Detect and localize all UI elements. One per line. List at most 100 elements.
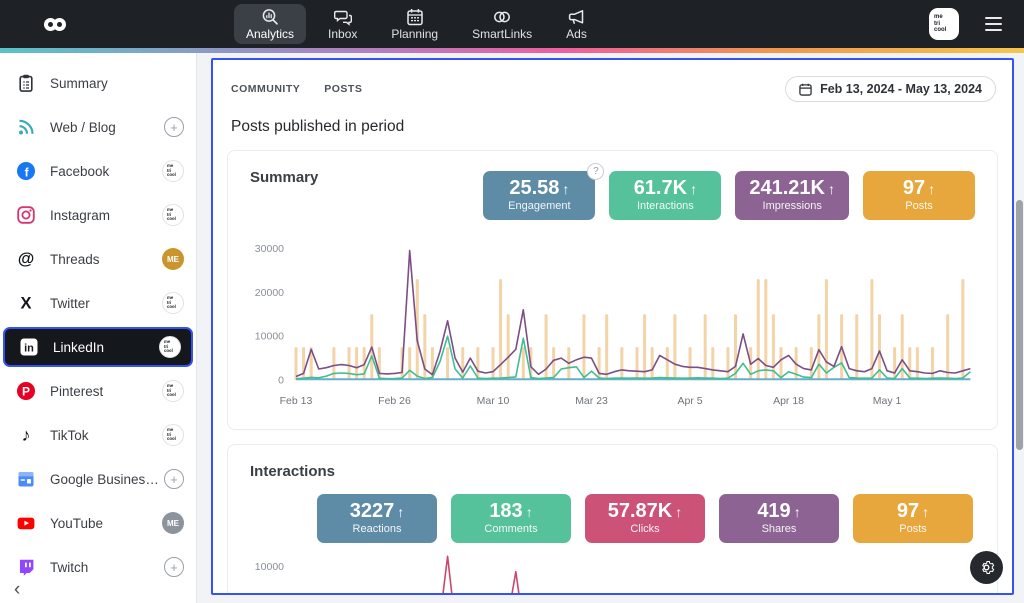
tiktok-icon: ♪ — [14, 423, 38, 447]
trend-up-arrow-icon: ↑ — [526, 504, 533, 520]
metric-value: 61.7K — [634, 177, 687, 199]
sidebar-item-pinterest[interactable]: PPinterestmetricool — [0, 369, 196, 413]
ads-megaphone-icon — [566, 7, 586, 26]
sidebar-item-summary[interactable]: Summary — [0, 61, 196, 105]
analytics-tabs: COMMUNITY POSTS — [231, 83, 362, 95]
sidebar-item-label: Twitter — [50, 296, 90, 311]
metric-card-impressions: 241.21K↑ Impressions — [735, 171, 849, 220]
sidebar-item-label: TikTok — [50, 428, 89, 443]
metricool-profile-badge: metricool — [162, 160, 184, 182]
metric-label: Shares — [733, 523, 825, 535]
youtube-icon — [14, 511, 38, 535]
sidebar-item-label: Threads — [50, 252, 100, 267]
summary-card: Summary 25.58↑Engagement?61.7K↑Interacti… — [227, 150, 998, 430]
vertical-scrollbar-thumb[interactable] — [1016, 200, 1023, 450]
nav-item-smartlinks[interactable]: SmartLinks — [460, 4, 544, 44]
sidebar-item-label: Summary — [50, 76, 108, 91]
metric-card-shares: 419↑Shares — [719, 494, 839, 543]
svg-text:Mar 23: Mar 23 — [575, 395, 608, 407]
sidebar-item-facebook[interactable]: f Facebook metricool — [0, 149, 196, 193]
metricool-account-badge[interactable]: metricool — [929, 8, 959, 40]
metric-label: Engagement — [497, 200, 581, 212]
sidebar-item-twitter[interactable]: X Twitter metricool — [0, 281, 196, 325]
svg-text:in: in — [24, 343, 34, 355]
interactions-heading: Interactions — [250, 463, 975, 480]
sidebar-item-label: Facebook — [50, 164, 109, 179]
date-range-picker[interactable]: Feb 13, 2024 - May 13, 2024 — [785, 76, 996, 102]
sidebar-item-instagram[interactable]: Instagrammetricool — [0, 193, 196, 237]
metric-value: 183 — [489, 500, 522, 522]
tab-community[interactable]: COMMUNITY — [231, 83, 300, 95]
nav-item-inbox[interactable]: Inbox — [316, 4, 369, 44]
svg-text:Feb 13: Feb 13 — [280, 395, 313, 407]
svg-text:10000: 10000 — [255, 331, 284, 343]
help-tooltip-icon[interactable]: ? — [587, 163, 604, 180]
metric-value: 25.58 — [509, 177, 559, 199]
sidebar-item-tiktok[interactable]: ♪TikTokmetricool — [0, 413, 196, 457]
trend-up-arrow-icon: ↑ — [828, 181, 835, 197]
metricool-profile-badge: metricool — [159, 336, 181, 358]
nav-item-analytics[interactable]: Analytics — [234, 4, 306, 44]
svg-text:Mar 10: Mar 10 — [477, 395, 510, 407]
metric-card-engagement: 25.58↑Engagement? — [483, 171, 595, 220]
tab-posts[interactable]: POSTS — [324, 83, 362, 95]
linkedin-icon: in — [17, 335, 41, 359]
sidebar-item-threads[interactable]: @ Threads ME — [0, 237, 196, 281]
summary-clipboard-icon — [14, 71, 38, 95]
web-blog-rss-icon — [14, 115, 38, 139]
metricool-infinity-logo[interactable] — [44, 18, 66, 31]
threads-icon: @ — [14, 247, 38, 271]
sidebar-item-youtube[interactable]: YouTubeME — [0, 501, 196, 545]
inbox-chat-icon — [333, 7, 353, 26]
facebook-icon: f — [14, 159, 38, 183]
trend-up-arrow-icon: ↑ — [675, 504, 682, 520]
topnav-right-controls: metricool — [929, 0, 1006, 48]
twitch-icon — [14, 555, 38, 579]
svg-text:Apr 5: Apr 5 — [677, 395, 702, 407]
sidebar-item-label: Google Business ... — [50, 472, 164, 487]
sidebar-item-google-business[interactable]: Google Business ...+ — [0, 457, 196, 501]
clicks-chart: 10000 — [250, 549, 975, 595]
hamburger-menu-icon[interactable] — [981, 13, 1006, 35]
metric-card-reactions: 3227↑Reactions — [317, 494, 437, 543]
primary-nav: Analytics Inbox PlanningSmartLinks Ads — [234, 0, 599, 48]
profile-initials-badge: ME — [162, 248, 184, 270]
metric-card-posts: 97↑Posts — [863, 171, 975, 220]
metric-label: Impressions — [749, 200, 835, 212]
metric-value: 241.21K — [749, 177, 825, 199]
metricool-profile-badge: metricool — [162, 380, 184, 402]
interactions-metric-cards: 3227↑Reactions183↑Comments57.87K↑Clicks4… — [250, 494, 973, 543]
trend-up-arrow-icon: ↑ — [690, 181, 697, 197]
add-connection-icon[interactable]: + — [164, 557, 184, 577]
settings-gear-icon — [978, 559, 995, 576]
sidebar-item-label: YouTube — [50, 516, 103, 531]
metric-value: 57.87K — [608, 500, 673, 522]
svg-text:X: X — [20, 295, 31, 313]
metric-label: Clicks — [599, 523, 691, 535]
google-business-icon — [14, 467, 38, 491]
sidebar-item-linkedin[interactable]: inLinkedInmetricool — [3, 327, 193, 367]
sidebar-collapse-button[interactable]: ‹ — [8, 577, 26, 603]
summary-chart: 0100002000030000Feb 13Feb 26Mar 10Mar 23… — [250, 234, 975, 417]
trend-up-arrow-icon: ↑ — [922, 504, 929, 520]
metric-label: Posts — [877, 200, 961, 212]
metric-value: 3227 — [350, 500, 395, 522]
summary-heading: Summary — [250, 169, 318, 186]
nav-item-label: Ads — [566, 27, 587, 41]
sidebar-item-web-blog[interactable]: Web / Blog+ — [0, 105, 196, 149]
analytics-search-chart-icon — [260, 7, 280, 26]
add-connection-icon[interactable]: + — [164, 469, 184, 489]
nav-item-planning[interactable]: Planning — [379, 4, 450, 44]
page-title: Posts published in period — [231, 118, 1012, 136]
settings-gear-button[interactable] — [970, 551, 1003, 584]
svg-text:@: @ — [18, 249, 35, 268]
add-connection-icon[interactable]: + — [164, 117, 184, 137]
sidebar-item-twitch[interactable]: Twitch+ — [0, 545, 196, 589]
svg-text:May 1: May 1 — [873, 395, 902, 407]
svg-text:20000: 20000 — [255, 287, 284, 299]
date-range-label: Feb 13, 2024 - May 13, 2024 — [820, 82, 982, 96]
nav-item-ads[interactable]: Ads — [554, 4, 599, 44]
svg-text:♪: ♪ — [22, 425, 31, 445]
nav-item-label: Inbox — [328, 27, 357, 41]
metricool-profile-badge: metricool — [162, 292, 184, 314]
